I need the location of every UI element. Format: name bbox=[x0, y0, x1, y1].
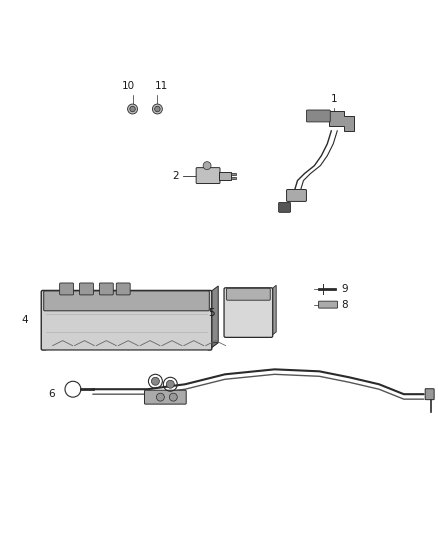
FancyBboxPatch shape bbox=[99, 283, 113, 295]
FancyBboxPatch shape bbox=[279, 203, 290, 212]
FancyBboxPatch shape bbox=[80, 283, 93, 295]
Polygon shape bbox=[329, 111, 354, 131]
FancyBboxPatch shape bbox=[60, 283, 74, 295]
FancyBboxPatch shape bbox=[145, 390, 186, 404]
Text: 2: 2 bbox=[173, 171, 179, 181]
Circle shape bbox=[152, 377, 159, 385]
FancyBboxPatch shape bbox=[41, 290, 212, 350]
Text: 10: 10 bbox=[122, 81, 135, 91]
FancyBboxPatch shape bbox=[307, 110, 330, 122]
Circle shape bbox=[152, 104, 162, 114]
FancyBboxPatch shape bbox=[116, 283, 130, 295]
Circle shape bbox=[170, 393, 177, 401]
Bar bbox=[231, 173, 236, 175]
Circle shape bbox=[156, 393, 164, 401]
Polygon shape bbox=[210, 286, 218, 349]
Bar bbox=[231, 176, 236, 179]
FancyBboxPatch shape bbox=[44, 291, 209, 311]
Circle shape bbox=[130, 106, 135, 112]
Circle shape bbox=[166, 380, 174, 388]
Text: 6: 6 bbox=[48, 389, 54, 399]
Circle shape bbox=[127, 104, 138, 114]
Polygon shape bbox=[43, 343, 218, 349]
Polygon shape bbox=[271, 285, 276, 336]
Text: 11: 11 bbox=[155, 81, 168, 91]
FancyBboxPatch shape bbox=[286, 190, 307, 201]
FancyBboxPatch shape bbox=[318, 301, 338, 308]
Text: 9: 9 bbox=[341, 284, 348, 294]
FancyBboxPatch shape bbox=[224, 288, 273, 337]
Text: 4: 4 bbox=[21, 315, 28, 325]
FancyBboxPatch shape bbox=[196, 168, 220, 183]
Bar bbox=[219, 172, 231, 180]
Text: 8: 8 bbox=[341, 300, 348, 310]
Circle shape bbox=[155, 106, 160, 112]
Text: 1: 1 bbox=[331, 94, 338, 104]
FancyBboxPatch shape bbox=[226, 288, 270, 300]
Text: 5: 5 bbox=[208, 308, 215, 318]
FancyBboxPatch shape bbox=[425, 389, 434, 400]
Circle shape bbox=[203, 161, 211, 169]
